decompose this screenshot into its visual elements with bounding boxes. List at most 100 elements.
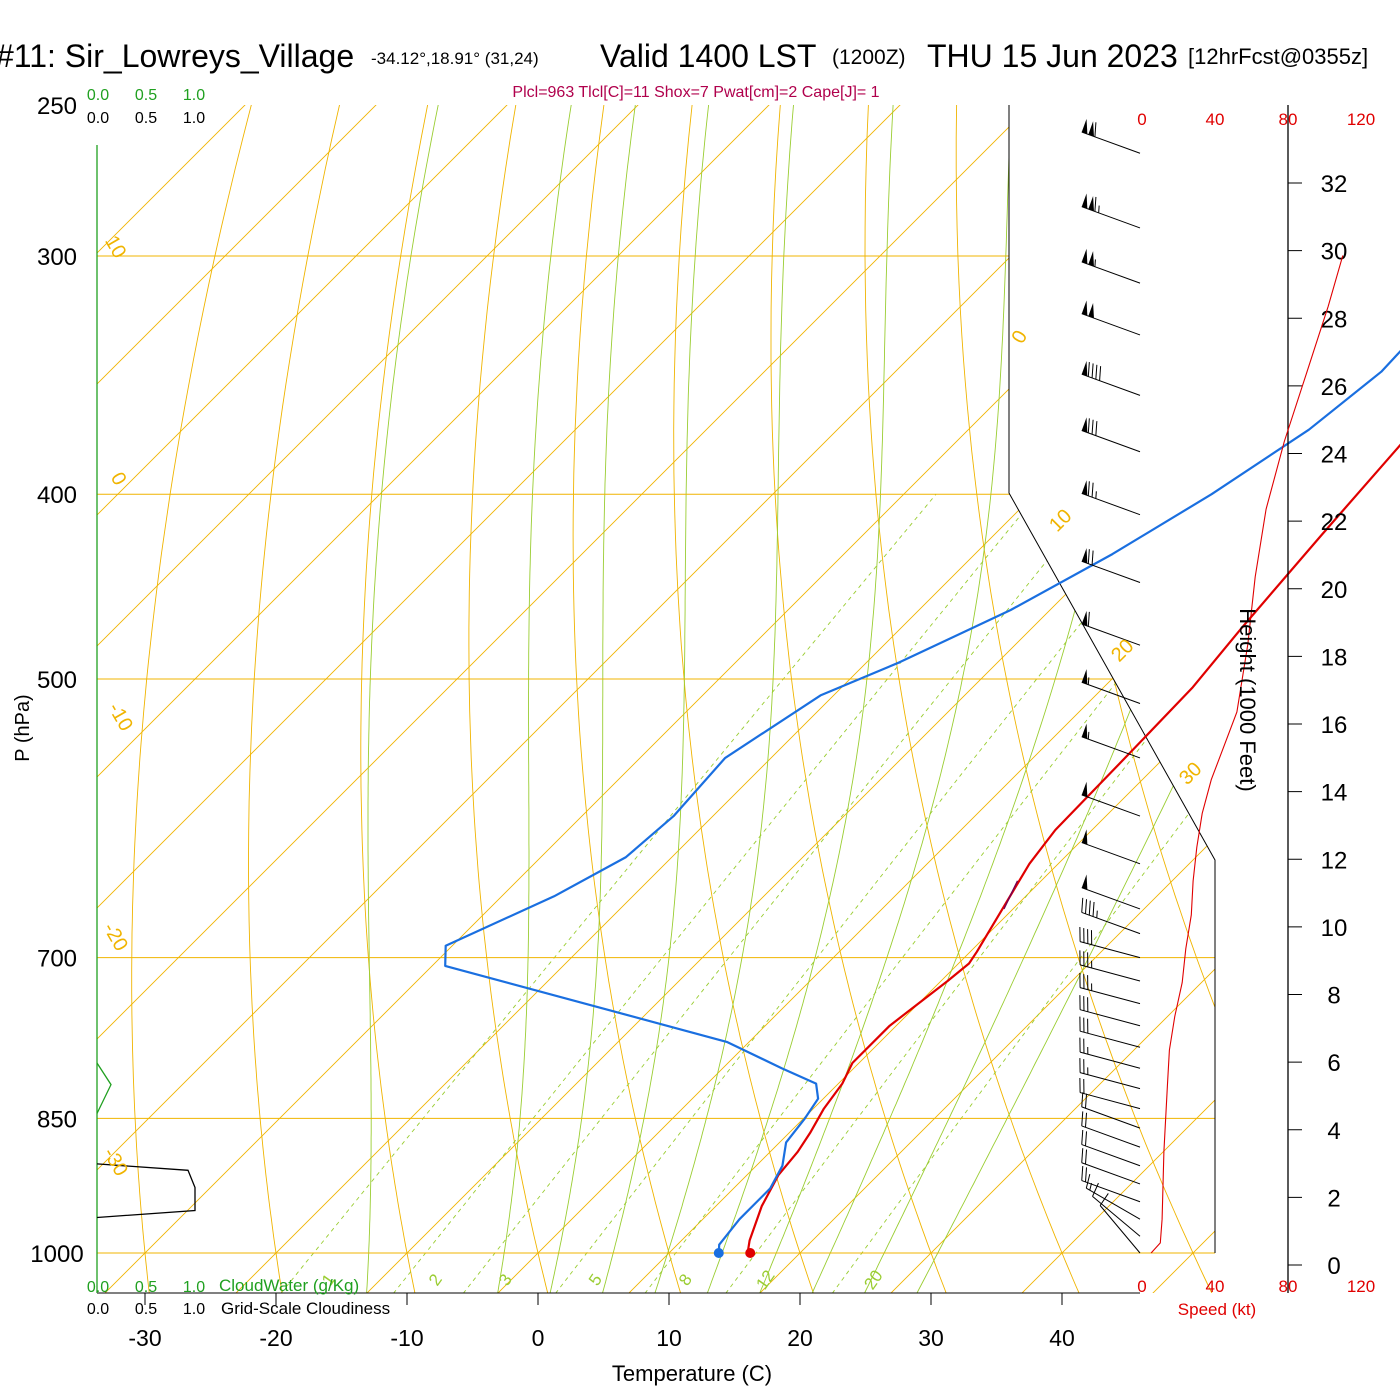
height-tick-label: 12 <box>1321 847 1348 874</box>
barb-pennant <box>1081 417 1088 433</box>
cloudiness-tick-bottom: 0.0 <box>87 1301 109 1318</box>
barb-flag <box>1091 550 1094 566</box>
speed-axis-title: Speed (kt) <box>1178 1300 1256 1319</box>
pressure-tick-label: 500 <box>37 667 77 694</box>
cloudiness-tick-bottom: 0.5 <box>135 1301 157 1318</box>
barb-shaft <box>1079 1092 1141 1110</box>
barb-pennant <box>1081 193 1088 209</box>
mixing-ratio-line <box>280 493 937 1293</box>
mixing-ratio-label: 2 <box>425 1271 446 1290</box>
isotherm-label: 30 <box>1175 758 1206 789</box>
isotherm-line <box>97 105 804 1293</box>
isotherm-line <box>890 105 1215 1293</box>
wind-barb <box>1079 950 1141 982</box>
wind-barb <box>1081 361 1141 396</box>
barb-pennant <box>1081 610 1088 627</box>
height-tick-label: 28 <box>1321 306 1348 333</box>
barb-flag <box>1081 1092 1084 1107</box>
barb-shaft <box>1081 560 1141 583</box>
mixing-ratio-label: 12 <box>752 1267 778 1293</box>
barb-flag <box>1091 482 1094 498</box>
isotherm-line <box>1152 105 1215 1293</box>
speed-tick-bottom: 40 <box>1206 1277 1225 1296</box>
barb-flag <box>1099 1193 1109 1206</box>
height-tick-label: 0 <box>1327 1253 1340 1280</box>
wind-barb <box>1081 248 1141 284</box>
wind-barb <box>1081 723 1141 759</box>
barb-shaft <box>1086 1187 1141 1220</box>
dry-adiabat-line <box>1131 105 1215 1293</box>
barb-shaft <box>1081 313 1141 336</box>
speed-tick-top: 40 <box>1206 110 1225 129</box>
cloud-profiles <box>96 1062 196 1219</box>
barb-shaft <box>1079 964 1141 982</box>
pressure-tick-label: 400 <box>37 482 77 509</box>
wind-barb <box>1081 874 1141 910</box>
wind-barb <box>1081 669 1141 704</box>
barb-pennant <box>1088 302 1094 319</box>
barb-shaft <box>1081 261 1141 284</box>
barb-flag <box>1092 901 1095 917</box>
barb-flag <box>1087 549 1090 564</box>
isotherm-label: -20 <box>98 919 132 955</box>
barb-shaft <box>1081 131 1141 154</box>
mixing-ratio-line <box>644 493 1215 1293</box>
barb-shaft <box>1081 373 1141 396</box>
height-tick-label: 26 <box>1321 374 1348 401</box>
dry-adiabat-line <box>1393 71 1400 1293</box>
barb-half-flag <box>1089 1183 1093 1191</box>
barb-shaft <box>1081 430 1141 453</box>
cloudwater-tick-top: 0.0 <box>87 87 109 104</box>
barb-flag <box>1084 899 1088 914</box>
barb-flag <box>1084 1093 1088 1109</box>
wind-barb <box>1081 193 1141 229</box>
barb-shaft <box>1081 1144 1141 1167</box>
barb-pennant <box>1081 829 1088 845</box>
cloudwater-profile <box>96 1062 112 1114</box>
barb-shaft <box>1081 1162 1141 1185</box>
isotherm-line <box>97 105 935 1293</box>
thermo-grid <box>97 71 1400 1293</box>
x-tick-label: 40 <box>1049 1325 1075 1351</box>
speed-tick-bottom: 80 <box>1279 1277 1298 1296</box>
barb-pennant <box>1081 480 1088 496</box>
mixing-ratio-line <box>393 493 1039 1293</box>
dry-adiabat-line <box>248 105 348 1293</box>
dry-adiabat-line <box>572 105 682 1293</box>
barb-shaft <box>1081 736 1141 759</box>
isotherm-label: 0 <box>106 469 131 490</box>
wind-barb <box>1081 897 1141 935</box>
wind-barb <box>1079 1078 1141 1110</box>
wind-barb <box>1081 781 1141 817</box>
station-title: #11: Sir_Lowreys_Village <box>0 38 354 74</box>
barb-shaft <box>1081 1125 1141 1148</box>
dry-adiabat-line <box>955 105 1213 1293</box>
cloudiness-tick-top: 0.5 <box>135 110 157 127</box>
wind-barb <box>1081 610 1141 646</box>
speed-tick-bottom: 0 <box>1137 1277 1146 1296</box>
barb-shaft <box>1079 1009 1141 1027</box>
station-coords: -34.12°,18.91° (31,24) <box>371 49 539 68</box>
barb-pennant <box>1081 118 1088 135</box>
barb-flag <box>1091 419 1094 435</box>
dry-adiabat-line <box>673 105 814 1293</box>
barb-pennant <box>1088 195 1094 212</box>
mixing-ratio-line <box>555 493 1184 1293</box>
wind-barb <box>1081 480 1141 516</box>
forecast-info: [12hrFcst@0355z] <box>1188 44 1368 69</box>
isotherm-line <box>97 105 542 1293</box>
wind-barb <box>1081 1148 1141 1185</box>
height-tick-label: 10 <box>1321 915 1348 942</box>
cloudwater-tick-bottom: 0.5 <box>135 1279 157 1296</box>
utc-time: (1200Z) <box>832 46 906 69</box>
moist-adiabat-line <box>549 105 641 1293</box>
mixing-ratio-line <box>462 493 1101 1293</box>
temperature-trace <box>746 443 1400 1254</box>
barb-flag <box>1091 363 1094 378</box>
cloudiness-tick-top: 1.0 <box>183 110 205 127</box>
barb-flag <box>1081 1148 1084 1163</box>
isotherm-label: 0 <box>1007 327 1032 348</box>
moist-adiabat-line <box>759 105 1013 1293</box>
forecast-date: THU 15 Jun 2023 <box>927 38 1178 74</box>
wind-barb <box>1081 300 1141 336</box>
